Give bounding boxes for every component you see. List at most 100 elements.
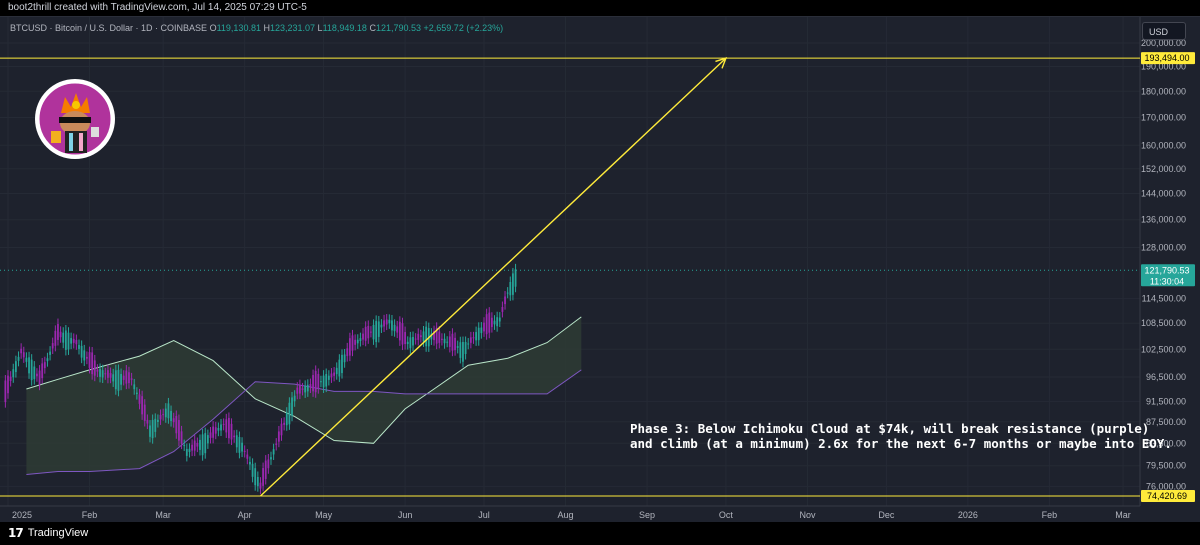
price-chart[interactable]: 200,000.00 190,000.00 180,000.00 170,000.00… [0, 17, 1200, 523]
candle-body [398, 321, 401, 341]
candle-body [107, 370, 109, 378]
ohlc-high-label: H [263, 23, 270, 33]
candle-body [193, 440, 196, 451]
candle-body [504, 296, 506, 305]
candle-body [30, 359, 33, 381]
candle-body [451, 333, 454, 351]
candle-body [9, 376, 12, 381]
candle-body [509, 281, 512, 296]
candle-body [417, 333, 420, 340]
candle-body [335, 367, 338, 375]
y-tick-label: 190,000.00 [1141, 62, 1186, 72]
candle-body [99, 368, 101, 377]
ichimoku-cloud [26, 316, 582, 475]
candle-body [506, 292, 509, 294]
candle-body [256, 476, 259, 487]
candle-body [401, 323, 404, 345]
candle-body [185, 448, 188, 456]
candle-body [501, 306, 504, 312]
y-tick-label: 102,500.00 [1141, 344, 1186, 354]
candle-body [112, 374, 115, 382]
footer-bar: 17 TradingView [0, 522, 1200, 545]
candle-body [101, 370, 104, 378]
candle-body [25, 357, 28, 362]
candle-body [199, 439, 201, 450]
candle-body [304, 385, 307, 393]
cloud-span-a [26, 316, 582, 444]
attribution-text: boot2thrill created with TradingView.com… [8, 2, 307, 13]
candle-body [375, 320, 378, 343]
candle-body [419, 335, 422, 338]
candle-body [183, 445, 186, 447]
candle-body [283, 422, 286, 425]
candle-body [141, 396, 144, 415]
candle-body [49, 351, 51, 355]
candle-body [433, 331, 435, 341]
candle-body [462, 342, 464, 362]
candle-body [306, 384, 309, 392]
tradingview-logo[interactable]: 17 TradingView [8, 526, 88, 540]
candle-body [41, 363, 44, 379]
candle-body [93, 360, 96, 376]
candle-body [164, 408, 167, 418]
candle-body [301, 388, 304, 390]
candle-body [412, 336, 414, 346]
candle-body [204, 433, 207, 454]
candle-body [46, 358, 49, 362]
candle-body [212, 426, 215, 438]
candle-body [54, 330, 57, 346]
candle-body [477, 327, 480, 341]
candle-body [388, 319, 391, 324]
candle-body [490, 317, 493, 328]
candle-body [175, 415, 178, 434]
x-tick-label: 2025 [12, 510, 32, 520]
candle-body [351, 335, 354, 351]
candle-body [104, 373, 107, 375]
trend-arrow-head [715, 57, 728, 69]
ohlc-open: 119,130.81 [216, 23, 261, 33]
candle-body [454, 337, 456, 351]
candle-body [330, 373, 333, 378]
chart-panel[interactable]: 200,000.00 190,000.00 180,000.00 170,000.00… [0, 16, 1200, 523]
author-avatar [35, 79, 115, 159]
candle-body [391, 320, 393, 331]
candle-body [64, 330, 67, 350]
candle-body [38, 370, 41, 385]
x-tick-label: Dec [878, 510, 895, 520]
candle-body [117, 369, 120, 391]
candle-body [364, 326, 367, 341]
candle-body [135, 392, 138, 395]
candle-body [422, 331, 425, 342]
y-tick-label: 91,500.00 [1146, 396, 1186, 406]
candle-body [249, 461, 251, 465]
candle-body [327, 375, 330, 380]
x-tick-label: Jul [478, 510, 490, 520]
candle-body [22, 352, 25, 358]
candle-body [214, 427, 217, 434]
candle-body [33, 366, 36, 380]
candle-body [393, 324, 396, 332]
candle-body [228, 417, 230, 439]
currency-button[interactable]: USD [1142, 22, 1186, 40]
y-axis: 200,000.00 190,000.00 180,000.00 170,000.00… [1139, 17, 1186, 506]
candle-body [7, 375, 9, 394]
candle-body [67, 332, 70, 350]
y-tick-label: 170,000.00 [1141, 112, 1186, 122]
candle-body [251, 463, 254, 477]
last-price-tag-bg [1141, 264, 1195, 287]
candle-body [414, 338, 417, 340]
symbol-name: BTCUSD · Bitcoin / U.S. Dollar · 1D · CO… [10, 23, 208, 33]
ohlc-high: 123,231.07 [269, 23, 316, 33]
candle-body [159, 414, 162, 420]
candle-body [130, 378, 133, 380]
candle-body [267, 459, 270, 469]
candle-body [317, 373, 320, 389]
ohlc-open-label: O [209, 23, 217, 33]
candle-body [262, 468, 264, 486]
candle-body [20, 348, 23, 354]
candle-body [448, 336, 451, 347]
candle-body [264, 460, 267, 479]
candle-body [312, 375, 314, 392]
candle-body [36, 373, 38, 377]
